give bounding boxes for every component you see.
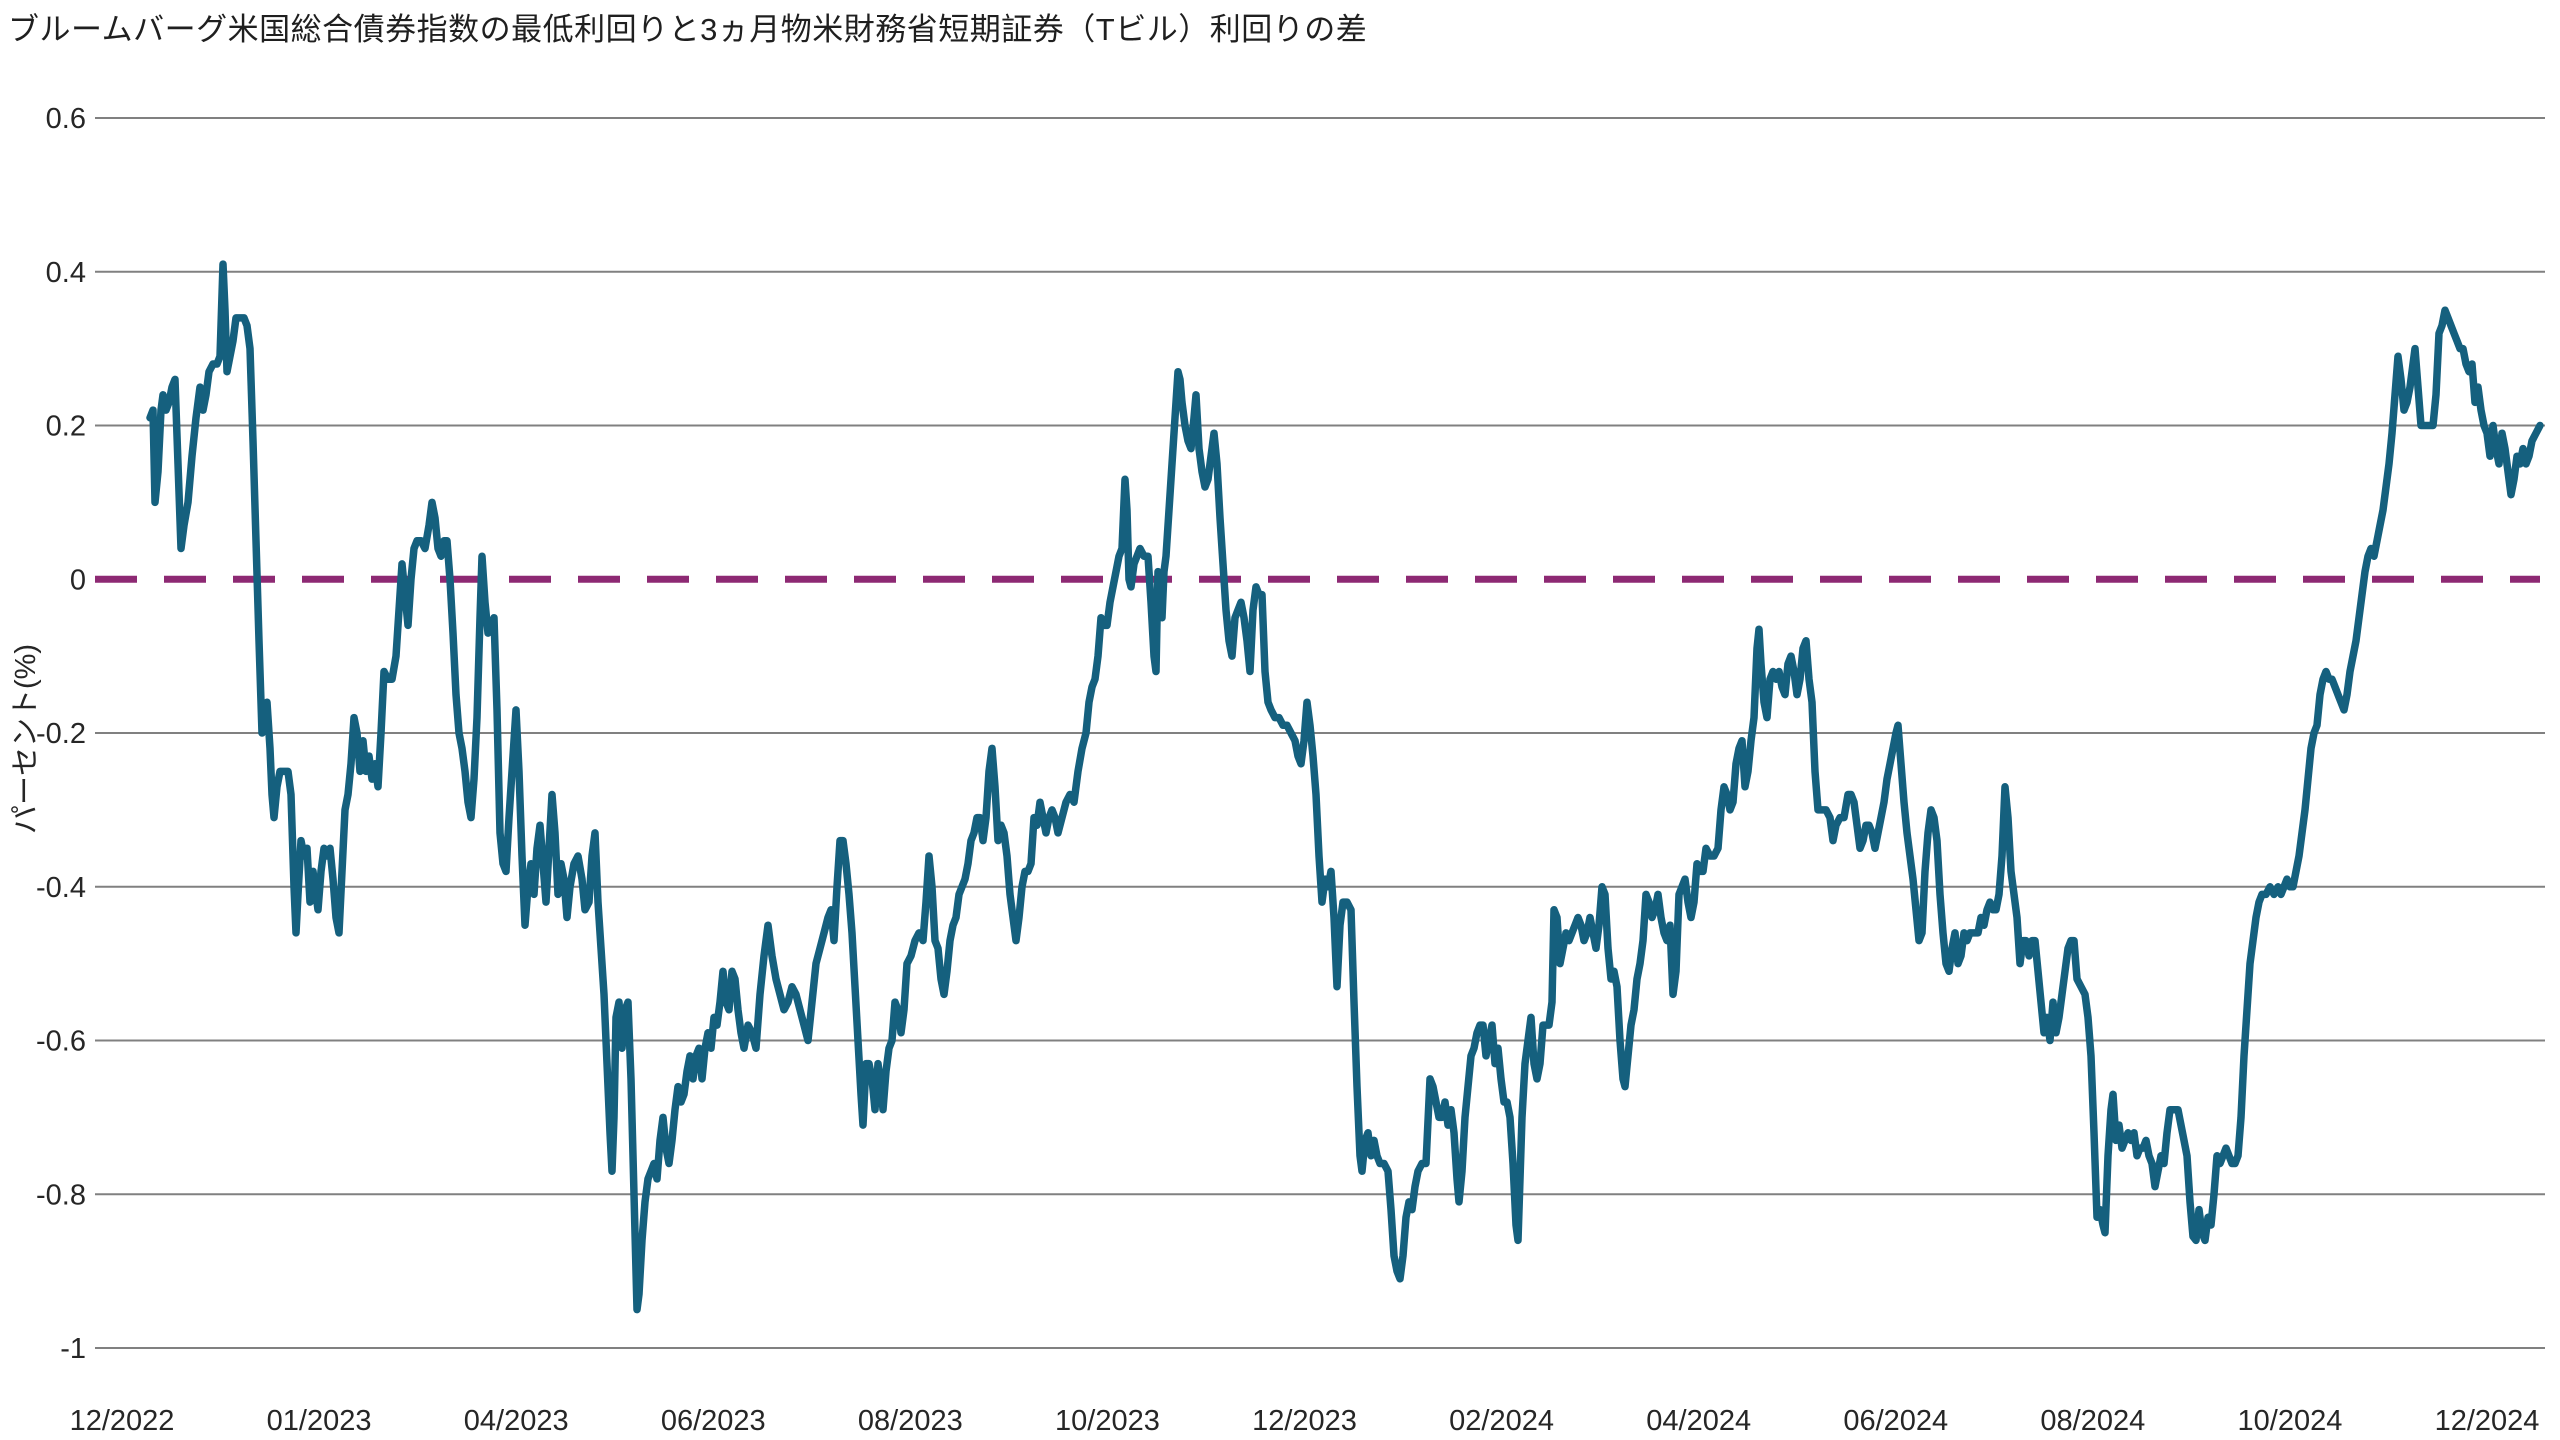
x-tick-label: 04/2023 xyxy=(464,1405,569,1437)
x-tick-label: 12/2024 xyxy=(2435,1405,2540,1437)
y-tick-label: -0.6 xyxy=(36,1026,86,1058)
y-tick-label: 0.4 xyxy=(46,257,86,289)
x-tick-label: 06/2024 xyxy=(1843,1405,1948,1437)
y-tick-label: 0.2 xyxy=(46,411,86,443)
y-tick-label: -0.8 xyxy=(36,1179,86,1211)
x-tick-label: 06/2023 xyxy=(661,1405,766,1437)
y-tick-label: -1 xyxy=(60,1333,86,1365)
x-tick-label: 10/2024 xyxy=(2238,1405,2343,1437)
y-tick-label: -0.4 xyxy=(36,872,86,904)
y-tick-label: -0.2 xyxy=(36,718,86,750)
x-tick-label: 08/2024 xyxy=(2040,1405,2145,1437)
chart-title: ブルームバーグ米国総合債券指数の最低利回りと3ヵ月物米財務省短期証券（Tビル）利… xyxy=(8,12,1368,47)
series-line xyxy=(146,260,2544,1314)
x-tick-label: 08/2023 xyxy=(858,1405,963,1437)
x-tick-label: 10/2023 xyxy=(1055,1405,1160,1437)
x-tick-label: 12/2022 xyxy=(70,1405,175,1437)
y-tick-label: 0.6 xyxy=(46,103,86,135)
y-tick-label: 0 xyxy=(70,564,86,596)
x-tick-label: 01/2023 xyxy=(267,1405,372,1437)
x-tick-label: 04/2024 xyxy=(1646,1405,1751,1437)
x-tick-label: 02/2024 xyxy=(1449,1405,1554,1437)
x-tick-label: 12/2023 xyxy=(1252,1405,1357,1437)
